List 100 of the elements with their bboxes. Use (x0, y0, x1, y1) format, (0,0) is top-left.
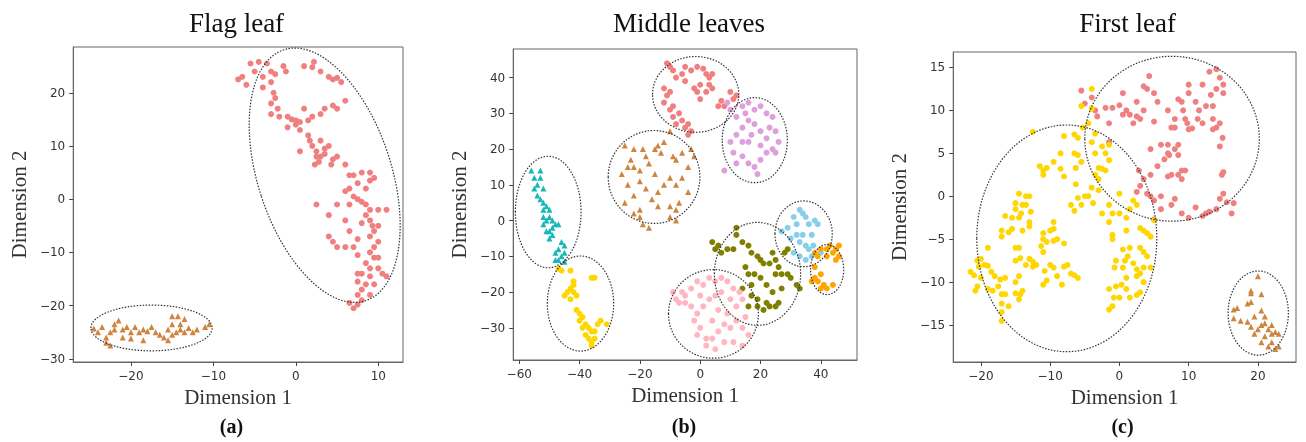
point (697, 292, 704, 299)
point (748, 249, 755, 256)
y-tick-label: 40 (489, 70, 506, 85)
point (177, 326, 184, 333)
point (772, 128, 779, 135)
text: (a) (219, 415, 244, 438)
y-axis-title: Dimension 2 (446, 150, 471, 259)
point (835, 242, 842, 249)
point (763, 281, 770, 288)
point (688, 285, 695, 292)
point (757, 142, 764, 149)
y-tick-label: −20 (39, 298, 66, 313)
point (814, 278, 821, 285)
point (1237, 317, 1244, 324)
point (670, 67, 677, 74)
x-axis-title: Dimension 1 (1070, 385, 1179, 410)
point (805, 246, 812, 253)
point (745, 117, 752, 124)
x-tick-label: −60 (506, 367, 532, 381)
point (730, 246, 737, 253)
point (802, 214, 809, 221)
point (745, 138, 752, 145)
point (727, 324, 734, 331)
x-tick-label: 40 (813, 367, 829, 381)
x-tick-label: 20 (752, 367, 769, 381)
point (715, 306, 722, 313)
point (745, 99, 752, 106)
point (540, 214, 547, 221)
point (814, 253, 821, 260)
point (715, 103, 722, 110)
point (709, 317, 716, 324)
point (694, 278, 701, 285)
point (177, 321, 184, 328)
point (718, 289, 725, 296)
point (709, 85, 716, 92)
y-tick-label: −10 (919, 275, 946, 290)
point (119, 334, 126, 341)
y-tick-label: −15 (919, 318, 946, 333)
point (549, 217, 556, 224)
x-axis-title: Dimension 1 (184, 385, 293, 410)
point (591, 335, 598, 342)
point (676, 199, 683, 206)
point (682, 299, 689, 306)
point (549, 231, 556, 238)
point (790, 249, 797, 256)
point (537, 174, 544, 181)
y-axis-title: Dimension 2 (6, 150, 31, 259)
point (165, 337, 172, 344)
point (775, 299, 782, 306)
point (679, 117, 686, 124)
point (107, 342, 114, 349)
point (654, 203, 661, 210)
point (127, 335, 134, 342)
point (697, 81, 704, 88)
y-tick-label: 5 (937, 146, 946, 161)
point (751, 121, 758, 128)
point (670, 153, 677, 160)
point (700, 281, 707, 288)
point (739, 239, 746, 246)
point (603, 321, 610, 328)
point (679, 289, 686, 296)
point (745, 160, 752, 167)
point (654, 142, 661, 149)
point (703, 342, 710, 349)
point (661, 85, 667, 92)
point (540, 206, 547, 213)
point (127, 329, 134, 336)
point (799, 231, 806, 238)
point (706, 296, 713, 303)
y-tick-label: 0 (937, 189, 946, 204)
x-axis-title: Dimension 1 (631, 383, 740, 408)
point (742, 314, 749, 321)
chart-title: Middle leaves (612, 7, 766, 38)
point (670, 113, 677, 120)
point (165, 326, 172, 333)
point (757, 156, 764, 163)
point (648, 196, 655, 203)
point (1258, 339, 1265, 346)
point (718, 97, 725, 104)
x-tick-label: 0 (292, 369, 300, 383)
point (582, 331, 589, 338)
text: (c) (1111, 415, 1134, 438)
point (567, 296, 574, 303)
point (558, 253, 565, 260)
point (721, 339, 728, 346)
point (694, 63, 701, 70)
point (703, 335, 710, 342)
point (561, 242, 568, 249)
point (673, 74, 680, 81)
point (540, 221, 547, 228)
point (742, 264, 749, 271)
point (543, 203, 550, 210)
point (739, 124, 746, 131)
point (132, 323, 139, 330)
point (1265, 343, 1272, 350)
point (823, 285, 830, 292)
point (748, 131, 755, 138)
point (742, 110, 749, 117)
point (193, 326, 200, 333)
point (636, 178, 643, 185)
